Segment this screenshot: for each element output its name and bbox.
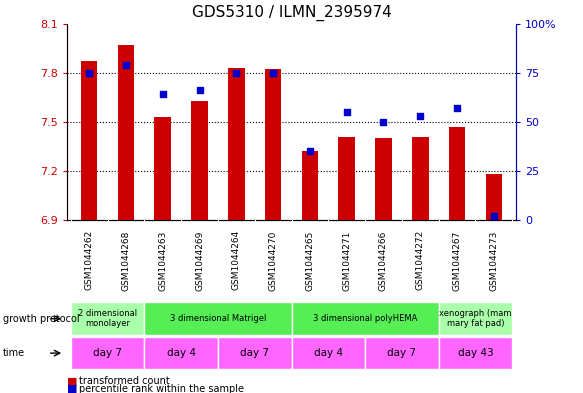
Point	[452, 105, 462, 111]
Bar	[292, 302, 438, 335]
Text: transformed count: transformed count	[79, 376, 170, 386]
Text: growth protocol: growth protocol	[3, 314, 79, 324]
Title: GDS5310 / ILMN_2395974: GDS5310 / ILMN_2395974	[192, 5, 391, 21]
Bar	[365, 338, 438, 369]
Text: day 7: day 7	[93, 348, 122, 358]
Bar	[145, 302, 292, 335]
Bar	[412, 137, 429, 220]
Bar	[81, 61, 97, 220]
Bar	[438, 302, 512, 335]
Text: day 4: day 4	[314, 348, 343, 358]
Bar	[438, 338, 512, 369]
Bar	[301, 151, 318, 220]
Bar	[338, 137, 355, 220]
Text: ■: ■	[67, 376, 78, 386]
Bar	[375, 138, 392, 220]
Point	[342, 109, 352, 115]
Text: GSM1044262: GSM1044262	[85, 230, 94, 290]
Text: GSM1044264: GSM1044264	[232, 230, 241, 290]
Text: GSM1044271: GSM1044271	[342, 230, 351, 290]
Point	[121, 62, 131, 68]
Point	[416, 113, 425, 119]
Text: 2 dimensional
monolayer: 2 dimensional monolayer	[78, 309, 137, 329]
Bar	[145, 338, 218, 369]
Bar	[71, 338, 145, 369]
Text: GSM1044266: GSM1044266	[379, 230, 388, 290]
Point	[231, 70, 241, 76]
Text: day 43: day 43	[458, 348, 493, 358]
Bar	[71, 302, 145, 335]
Bar	[265, 70, 282, 220]
Text: ■: ■	[67, 384, 78, 393]
Text: GSM1044265: GSM1044265	[305, 230, 314, 290]
Text: day 7: day 7	[387, 348, 416, 358]
Bar	[486, 174, 502, 220]
Bar	[228, 68, 245, 220]
Bar	[191, 101, 208, 220]
Point	[268, 70, 278, 76]
Bar	[292, 338, 365, 369]
Text: GSM1044263: GSM1044263	[158, 230, 167, 290]
Point	[379, 119, 388, 125]
Bar	[154, 117, 171, 220]
Text: GSM1044268: GSM1044268	[121, 230, 131, 290]
Point	[305, 148, 315, 154]
Text: 3 dimensional Matrigel: 3 dimensional Matrigel	[170, 314, 266, 323]
Text: GSM1044270: GSM1044270	[269, 230, 278, 290]
Text: xenograph (mam
mary fat pad): xenograph (mam mary fat pad)	[439, 309, 512, 329]
Text: 3 dimensional polyHEMA: 3 dimensional polyHEMA	[313, 314, 417, 323]
Text: percentile rank within the sample: percentile rank within the sample	[79, 384, 244, 393]
Point	[85, 70, 94, 76]
Bar	[218, 338, 292, 369]
Bar	[118, 45, 134, 220]
Point	[489, 213, 498, 219]
Text: GSM1044272: GSM1044272	[416, 230, 425, 290]
Text: GSM1044267: GSM1044267	[452, 230, 462, 290]
Text: day 7: day 7	[240, 348, 269, 358]
Text: GSM1044269: GSM1044269	[195, 230, 204, 290]
Text: GSM1044273: GSM1044273	[489, 230, 498, 290]
Text: time: time	[3, 348, 25, 358]
Text: day 4: day 4	[167, 348, 196, 358]
Bar	[449, 127, 465, 220]
Point	[158, 91, 167, 97]
Point	[195, 87, 204, 94]
